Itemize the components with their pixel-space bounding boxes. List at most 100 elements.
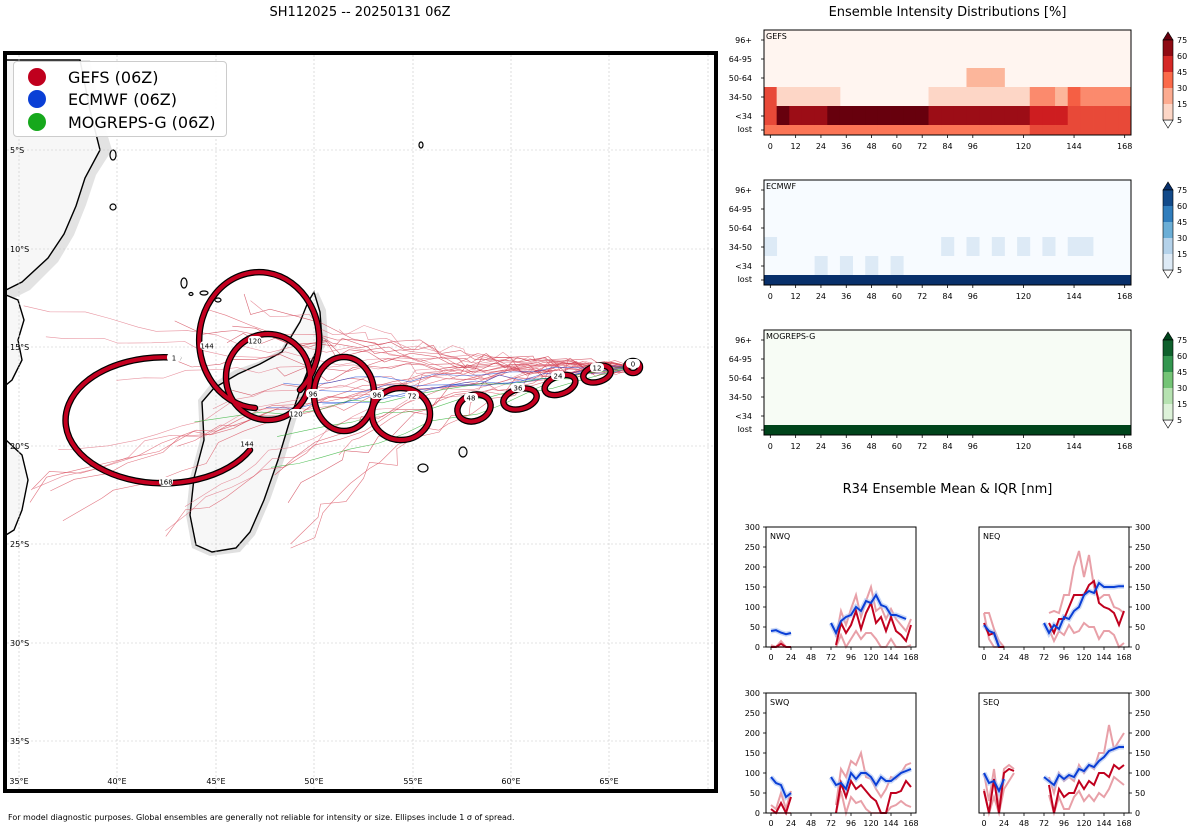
heatmap-cell — [1055, 87, 1069, 106]
r34-x-tick: 144 — [1096, 819, 1111, 828]
heatmap-cell — [1080, 237, 1094, 256]
heatmap-cell — [941, 106, 955, 125]
heatmap-cell — [903, 125, 917, 135]
r34-y-tick: 150 — [745, 583, 760, 592]
gefs-p25-line — [1048, 621, 1125, 649]
r34-y-tick: 250 — [745, 543, 760, 552]
r34-x-tick: 96 — [1059, 819, 1069, 828]
r34-y-tick: 150 — [745, 749, 760, 758]
heatmap-cell — [1029, 87, 1043, 106]
hour-label: 120 — [248, 338, 261, 346]
heatmap-cell — [915, 275, 929, 285]
heatmap-cell — [1118, 125, 1132, 135]
heatmap-cell — [1004, 275, 1018, 285]
heatmap-x-tick: 12 — [791, 442, 801, 451]
gefs-p25-line — [1048, 775, 1125, 817]
heatmap-cell — [877, 106, 891, 125]
heatmap-x-tick: 24 — [816, 442, 826, 451]
lon-tick-label: 60°E — [501, 777, 520, 786]
heatmap-cell — [1004, 106, 1018, 125]
heatmap-cell — [814, 125, 828, 135]
heatmap-x-tick: 60 — [892, 142, 902, 151]
hour-label-bg — [306, 389, 320, 398]
r34-y-tick: 50 — [1135, 789, 1145, 798]
gefs-member-track — [243, 293, 634, 375]
heatmap-cell — [1067, 106, 1081, 125]
heatmap-cell — [814, 425, 828, 435]
heatmap-cell — [953, 106, 967, 125]
heatmap-cell — [1105, 425, 1119, 435]
heatmap-cell — [852, 106, 866, 125]
heatmap-cell — [1105, 106, 1119, 125]
heatmap-cell — [1067, 275, 1081, 285]
heatmap-row-label: 96+ — [735, 336, 752, 345]
lat-tick-label: 10°S — [10, 245, 29, 254]
r34-frame — [765, 526, 917, 648]
lat-tick-label: 30°S — [10, 639, 29, 648]
hour-label-bg — [200, 341, 214, 350]
heatmap-cell — [1004, 425, 1018, 435]
r34-x-tick: 72 — [826, 653, 836, 662]
heatmap-cell — [814, 106, 828, 125]
r34-y-tick: 200 — [1135, 729, 1150, 738]
heatmap-cell — [1118, 87, 1132, 106]
heatmap-x-tick: 36 — [841, 142, 851, 151]
gefs-member-track — [23, 305, 634, 372]
heatmap-x-tick: 84 — [942, 142, 952, 151]
hour-label-bg — [551, 371, 565, 380]
heatmap-cell — [941, 237, 955, 256]
r34-y-tick: 300 — [1135, 689, 1150, 698]
r34-x-tick: 96 — [1059, 653, 1069, 662]
heatmap-cell — [1055, 425, 1069, 435]
heatmap-cell — [1105, 275, 1119, 285]
lat-tick-label: 15°S — [10, 343, 29, 352]
r34-x-tick: 96 — [846, 819, 856, 828]
colorbar-tick: 15 — [1177, 400, 1187, 409]
heatmap-row-label: 50-64 — [729, 224, 752, 233]
heatmap-mogreps-g: MOGREPS-G 96+ 64-95 50-64 34-50 <34 lost 0 12 24 3… — [729, 329, 1187, 451]
heatmap-cell — [764, 237, 778, 256]
gefs-mean-line — [1048, 763, 1125, 814]
r34-y-tick: 100 — [745, 769, 760, 778]
heatmap-row-label: 50-64 — [729, 74, 752, 83]
ecmwf-member-track — [283, 366, 634, 387]
r34-y-tick: 100 — [1135, 769, 1150, 778]
ecmwf-mean-line — [770, 629, 792, 636]
heatmap-cell — [1042, 275, 1056, 285]
r34-quadrant-label: NWQ — [770, 532, 790, 541]
heatmap-cell — [776, 125, 790, 135]
r34-x-tick: 144 — [1096, 653, 1111, 662]
lat-tick-label: 35°S — [10, 737, 29, 746]
r34-x-tick: 120 — [1076, 819, 1091, 828]
heatmap-cell — [827, 106, 841, 125]
r34-y-tick: 200 — [1135, 563, 1150, 572]
r34-y-tick: 0 — [755, 643, 760, 652]
colorbar-tick: 60 — [1177, 52, 1187, 61]
heatmap-cell — [764, 125, 778, 135]
r34-x-tick: 168 — [903, 653, 918, 662]
heatmap-cell — [776, 87, 790, 106]
hour-label-bg — [626, 359, 640, 368]
hour-label: 144 — [200, 343, 214, 351]
r34-y-tick: 50 — [1135, 623, 1145, 632]
r34-y-tick: 0 — [1135, 643, 1140, 652]
heatmap-cell — [1042, 106, 1056, 125]
heatmap-cell — [827, 275, 841, 285]
hour-label-bg — [167, 353, 181, 362]
heatmap-cell — [801, 425, 816, 435]
heatmap-cell — [903, 425, 917, 435]
heatmap-cell — [1080, 425, 1094, 435]
heatmap-cell — [852, 125, 866, 135]
heatmap-cell — [890, 256, 904, 275]
heatmap-row-label: <34 — [735, 112, 752, 121]
heatmap-cell — [1067, 87, 1081, 106]
gefs-p75-line — [1048, 724, 1125, 797]
heatmap-x-tick: 72 — [917, 142, 927, 151]
r34-y-tick: 50 — [750, 623, 760, 632]
ecmwf-mean-line — [1043, 746, 1124, 787]
heatmap-cell — [890, 425, 904, 435]
colorbar-tick: 30 — [1177, 234, 1187, 243]
lon-tick-label: 35°E — [9, 777, 28, 786]
heatmap-cell — [966, 125, 980, 135]
